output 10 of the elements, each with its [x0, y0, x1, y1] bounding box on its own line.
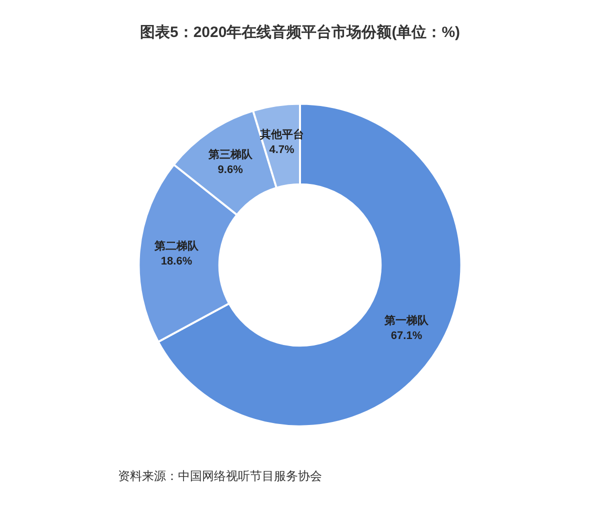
- chart-title: 图表5：2020年在线音频平台市场份额(单位：%): [140, 23, 460, 41]
- slice-label: 第一梯队: [384, 314, 430, 327]
- data-label: 18.6%: [160, 256, 192, 268]
- text: 资料来源：中国网络视听节目服务协会: [118, 469, 322, 483]
- data-label: 4.7%: [269, 144, 295, 156]
- slice-label: 第二梯队: [154, 240, 200, 253]
- data-label: 67.1%: [390, 330, 422, 342]
- slice-label: 其他平台: [258, 128, 304, 141]
- slice-label: 第三梯队: [207, 148, 254, 162]
- data-label: 9.6%: [218, 164, 244, 176]
